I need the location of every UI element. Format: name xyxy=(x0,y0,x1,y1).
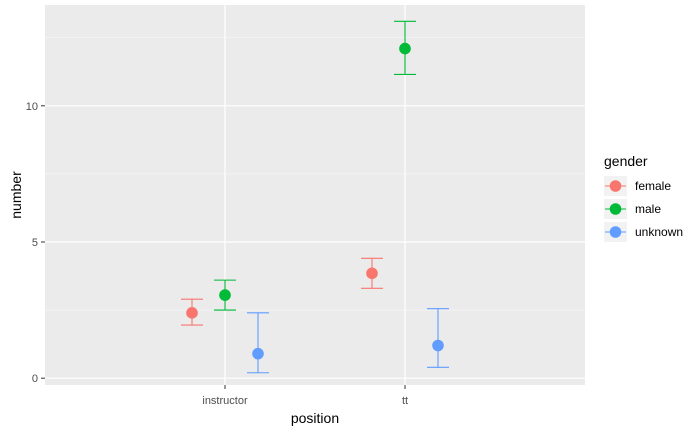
legend-title: gender xyxy=(604,153,648,169)
y-tick-label: 5 xyxy=(32,237,38,249)
data-point xyxy=(399,42,411,55)
y-tick-label: 0 xyxy=(32,373,38,385)
data-marks xyxy=(181,20,449,374)
legend-item-unknown: unknown xyxy=(604,222,683,242)
grid-major xyxy=(45,5,585,385)
data-point xyxy=(186,307,198,319)
legend-key-point xyxy=(609,226,622,238)
errorbar-point-male xyxy=(214,279,236,311)
grid-minor xyxy=(45,37,585,311)
errorbar-point-male xyxy=(394,20,416,76)
x-tick-label: instructor xyxy=(202,395,248,407)
x-axis-title: position xyxy=(291,410,339,426)
legend-label: unknown xyxy=(635,225,683,239)
x-tick-label: tt xyxy=(402,395,408,407)
errorbar-point-female xyxy=(361,257,383,289)
y-axis: 0 5 10 xyxy=(26,101,45,385)
data-point xyxy=(219,289,231,301)
legend: gender female male unknown xyxy=(604,153,683,242)
x-axis: instructor tt xyxy=(202,385,408,407)
legend-key-point xyxy=(609,203,622,215)
legend-item-male: male xyxy=(604,199,661,219)
legend-label: female xyxy=(635,179,671,193)
legend-label: male xyxy=(635,202,661,216)
data-point xyxy=(252,347,264,360)
y-axis-title: number xyxy=(8,171,24,219)
legend-item-female: female xyxy=(604,176,671,196)
y-tick-label: 10 xyxy=(26,101,38,113)
panel-background xyxy=(45,5,585,385)
errorbar-point-unknown xyxy=(427,308,449,368)
legend-key-point xyxy=(609,180,622,192)
errorbar-point-female xyxy=(181,298,203,326)
data-point xyxy=(366,267,378,280)
data-point xyxy=(432,339,444,352)
errorbar-point-unknown xyxy=(247,312,269,374)
